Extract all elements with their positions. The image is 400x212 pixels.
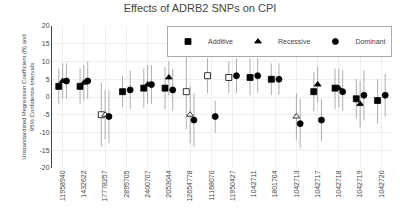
svg-text:15: 15 [42,40,50,47]
svg-text:1042717: 1042717 [314,170,321,197]
svg-text:1042713: 1042713 [293,170,300,197]
svg-text:Dominant: Dominant [355,38,385,45]
svg-text:5: 5 [46,76,50,83]
svg-text:20: 20 [42,22,50,29]
svg-text:1432622: 1432622 [80,170,87,197]
svg-text:17778257: 17778257 [101,170,108,201]
svg-text:1801704: 1801704 [271,170,278,197]
svg-text:Additive: Additive [208,38,233,45]
svg-text:-10: -10 [39,129,49,136]
svg-text:Effects of ADRB2 SNPs on CPI: Effects of ADRB2 SNPs on CPI [124,2,277,14]
svg-text:0: 0 [46,93,50,100]
svg-text:10: 10 [42,58,50,65]
svg-text:Unstandardized Regression Coef: Unstandardized Regression Coefficient (B… [21,34,35,159]
svg-text:11950427: 11950427 [229,170,236,201]
svg-text:12654778: 12654778 [186,170,193,201]
svg-text:1042711: 1042711 [250,170,257,197]
svg-text:11168070: 11168070 [208,170,215,200]
svg-text:2895705: 2895705 [123,170,130,197]
svg-text:Recessive: Recessive [278,38,310,45]
svg-text:1042720: 1042720 [378,170,385,197]
svg-text:11958940: 11958940 [59,170,66,201]
svg-text:1042718: 1042718 [335,170,342,197]
svg-text:-5: -5 [43,111,49,118]
svg-text:2053044: 2053044 [165,170,172,197]
svg-text:2400707: 2400707 [144,170,151,197]
svg-text:-20: -20 [39,164,49,171]
svg-text:1042719: 1042719 [356,170,363,197]
svg-text:-15: -15 [39,147,49,154]
